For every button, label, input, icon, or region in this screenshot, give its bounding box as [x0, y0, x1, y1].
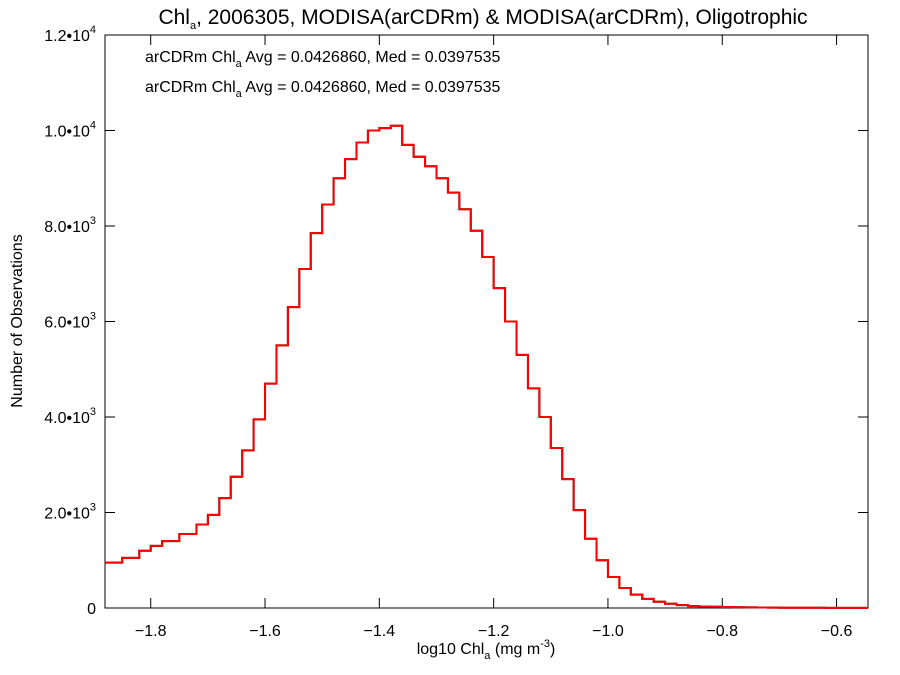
annotation-red-subscript: a: [236, 88, 243, 100]
x-tick-label: −1.4: [364, 623, 396, 640]
y-tick-label: 1.0•104: [44, 120, 96, 141]
y-tick-mantissa: 1.0•10: [44, 124, 90, 141]
y-tick-label: 8.0•103: [44, 215, 96, 236]
x-tick-label: −1.2: [478, 623, 510, 640]
x-axis-ticks: −1.8 −1.6 −1.4 −1.2 −1.0 −0.8 −0.6: [135, 35, 853, 640]
series-line-black: [105, 124, 868, 609]
x-axis-label-before: log10 Chl: [417, 641, 485, 658]
chart-title-rest: , 2006305, MODISA(arCDRm) & MODISA(arCDR…: [196, 6, 807, 29]
x-axis-label-after: ): [550, 641, 555, 658]
x-axis-label-middle: (mg m: [490, 641, 540, 658]
series-group: [105, 124, 868, 609]
chart-title-prefix: Chl: [158, 6, 190, 29]
y-tick-mantissa: 1.2•10: [44, 28, 90, 45]
x-tick-label: −0.8: [706, 623, 738, 640]
y-tick-mantissa: 0: [87, 601, 96, 618]
x-axis-label-superscript: -3: [540, 638, 550, 650]
y-tick-mantissa: 6.0•10: [44, 315, 90, 332]
x-axis-label: log10 Chla (mg m-3): [417, 638, 556, 662]
x-tick-label: −0.6: [821, 623, 853, 640]
annotation-red-stats: Avg = 0.0426860, Med = 0.0397535: [242, 79, 501, 96]
y-tick-label: 2.0•103: [44, 502, 96, 523]
x-tick-label: −1.0: [592, 623, 624, 640]
x-tick-label: −1.8: [135, 623, 167, 640]
annotation-black-subscript: a: [236, 58, 243, 70]
y-tick-label: 1.2•104: [44, 24, 96, 45]
annotation-black-stats: Avg = 0.0426860, Med = 0.0397535: [242, 49, 501, 66]
y-tick-label: 0: [87, 601, 96, 618]
annotation-black-label: arCDRm Chl: [145, 49, 236, 66]
y-tick-exponent: 3: [90, 406, 96, 418]
y-axis-ticks: 02.0•1034.0•1036.0•1038.0•1031.0•1041.2•…: [44, 24, 868, 618]
annotation-red: arCDRm Chla Avg = 0.0426860, Med = 0.039…: [145, 79, 500, 100]
plot-frame: [104, 34, 869, 609]
y-tick-mantissa: 2.0•10: [44, 506, 90, 523]
annotation-black: arCDRm Chla Avg = 0.0426860, Med = 0.039…: [145, 49, 500, 70]
y-tick-label: 4.0•103: [44, 406, 96, 427]
chart-title: Chla, 2006305, MODISA(arCDRm) & MODISA(a…: [158, 6, 807, 32]
y-tick-exponent: 3: [90, 215, 96, 227]
y-tick-mantissa: 8.0•10: [44, 219, 90, 236]
annotation-red-label: arCDRm Chl: [145, 79, 236, 96]
chart-title-subscript: a: [190, 20, 197, 32]
y-tick-label: 6.0•103: [44, 311, 96, 332]
x-axis-label-subscript: a: [484, 650, 491, 662]
y-tick-exponent: 3: [90, 311, 96, 323]
y-axis-label: Number of Observations: [9, 234, 26, 407]
x-tick-label: −1.6: [249, 623, 281, 640]
y-tick-exponent: 4: [90, 24, 96, 36]
series-line-red: [105, 124, 868, 609]
y-tick-mantissa: 4.0•10: [44, 410, 90, 427]
y-tick-exponent: 3: [90, 502, 96, 514]
y-tick-exponent: 4: [90, 120, 96, 132]
